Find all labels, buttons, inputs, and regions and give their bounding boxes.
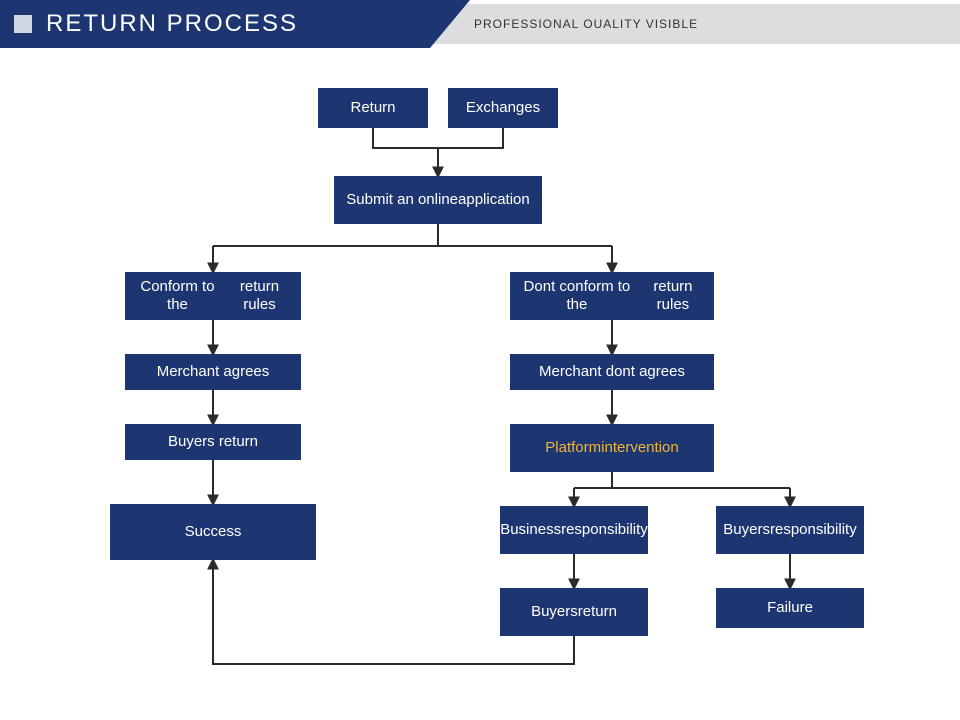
node-label: Dont conform to the <box>516 278 638 314</box>
header-subtitle: PROFESSIONAL OUALITY VISIBLE <box>474 17 698 31</box>
node-label: Failure <box>767 599 813 617</box>
node-label: return <box>578 603 617 621</box>
node-buy_ret_r: Buyersreturn <box>500 588 648 636</box>
node-label: return rules <box>224 278 295 314</box>
header-bar: PROFESSIONAL OUALITY VISIBLE RETURN PROC… <box>0 0 960 48</box>
header-grey-strip: PROFESSIONAL OUALITY VISIBLE <box>430 4 960 44</box>
node-platform: Platformintervention <box>510 424 714 472</box>
node-label: return rules <box>638 278 708 314</box>
node-return: Return <box>318 88 428 128</box>
node-exchanges: Exchanges <box>448 88 558 128</box>
node-label: Platform <box>545 439 601 457</box>
node-label: Buyers <box>531 603 578 621</box>
node-label: Business <box>500 521 561 539</box>
node-label: Return <box>350 99 395 117</box>
node-biz_resp: Businessresponsibility <box>500 506 648 554</box>
node-buy_resp: Buyersresponsibility <box>716 506 864 554</box>
node-label: Success <box>185 523 242 541</box>
flowchart-canvas: Return Exchanges Submit an onlineapplicati… <box>0 48 960 720</box>
node-label: Exchanges <box>466 99 540 117</box>
node-label: intervention <box>601 439 679 457</box>
node-label: application <box>458 191 530 209</box>
node-dontconf: Dont conform to thereturn rules <box>510 272 714 320</box>
node-buy_ret_l: Buyers return <box>125 424 301 460</box>
header-square-icon <box>14 15 32 33</box>
node-label: responsibility <box>561 521 648 539</box>
node-success: Success <box>110 504 316 560</box>
node-label: Conform to the <box>131 278 224 314</box>
node-submit: Submit an onlineapplication <box>334 176 542 224</box>
header-title: RETURN PROCESS <box>46 10 298 38</box>
header-blue-strip: RETURN PROCESS <box>0 0 430 48</box>
node-label: Buyers return <box>168 433 258 451</box>
node-label: Merchant agrees <box>157 363 270 381</box>
node-m_agree: Merchant agrees <box>125 354 301 390</box>
node-label: responsibility <box>770 521 857 539</box>
node-conform: Conform to thereturn rules <box>125 272 301 320</box>
edge <box>438 128 503 148</box>
edge <box>373 128 438 148</box>
node-label: Merchant dont agrees <box>539 363 685 381</box>
node-failure: Failure <box>716 588 864 628</box>
node-label: Submit an online <box>346 191 458 209</box>
header-triangle <box>430 0 470 48</box>
node-label: Buyers <box>723 521 770 539</box>
node-m_dont: Merchant dont agrees <box>510 354 714 390</box>
